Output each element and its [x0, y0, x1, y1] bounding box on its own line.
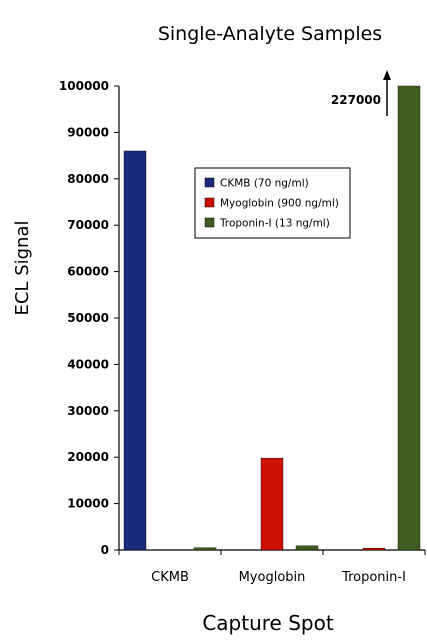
legend-label: Troponin-I (13 ng/ml)	[219, 218, 330, 230]
legend-swatch	[204, 177, 215, 188]
y-tick-label: 70000	[67, 218, 109, 232]
x-tick-label: Troponin-I	[341, 570, 406, 585]
x-tick-label: CKMB	[151, 570, 189, 585]
y-axis-label: ECL Signal	[12, 221, 33, 316]
y-tick-label: 0	[101, 543, 109, 557]
x-tick-label: Myoglobin	[239, 570, 306, 585]
legend-box	[194, 167, 351, 239]
bar	[123, 150, 147, 551]
y-tick-label: 20000	[67, 450, 109, 464]
y-tick-label: 50000	[67, 311, 109, 325]
legend-swatch	[204, 217, 215, 228]
bar	[295, 545, 319, 551]
legend-label: Myoglobin (900 ng/ml)	[220, 198, 339, 210]
bar	[193, 547, 217, 551]
off-scale-value-label: 227000	[331, 93, 381, 107]
y-tick-label: 100000	[59, 79, 109, 93]
legend-label: CKMB (70 ng/ml)	[220, 178, 309, 190]
bar	[362, 547, 386, 551]
y-tick-label: 10000	[67, 497, 109, 511]
legend: CKMB (70 ng/ml) Myoglobin (900 ng/ml) Trop…	[194, 167, 351, 239]
y-tick-label: 40000	[67, 357, 109, 371]
y-tick-label: 90000	[67, 125, 109, 139]
plot-area: 0 10000 20000 30000 40000 50000 60000 70000 8000…	[59, 70, 426, 585]
y-tick-label: 60000	[67, 265, 109, 279]
y-tick-label: 30000	[67, 404, 109, 418]
off-scale-arrow-head	[383, 70, 391, 80]
bar	[397, 85, 421, 551]
x-axis-label: Capture Spot	[202, 611, 334, 635]
legend-swatch	[204, 197, 215, 208]
chart-title: Single-Analyte Samples	[158, 23, 382, 45]
y-tick-label: 80000	[67, 172, 109, 186]
bar	[260, 457, 284, 551]
